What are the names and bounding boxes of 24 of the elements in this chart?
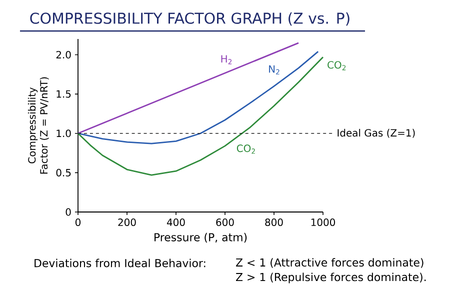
y-tick-label: 1.5 — [56, 90, 71, 98]
x-tick-label: 1000 — [311, 218, 336, 226]
y-tick-label: 1.0 — [56, 130, 71, 138]
y-axis-title: Compressibility Factor (Z = PV/nRT) — [28, 77, 49, 174]
series-label: CO$_{2}$ — [328, 61, 346, 70]
line-series — [77, 50, 319, 144]
chart-title: COMPRESSIBILITY FACTOR GRAPH (Z vs. P) — [30, 12, 350, 26]
y-tick-label: 0 — [66, 208, 71, 216]
x-tick-label: 0 — [75, 218, 81, 226]
x-tick-label: 600 — [216, 218, 234, 226]
y-tick-label: 2.0 — [56, 50, 71, 58]
x-tick-label: 200 — [118, 218, 136, 226]
series-label: H$_{2}$ — [221, 55, 232, 64]
text: Z > 1 (Repulsive forces dominate). — [236, 272, 426, 284]
series-label: N$_{2}$ — [269, 65, 280, 74]
x-tick-label: 800 — [265, 218, 283, 226]
x-tick-label: 400 — [166, 218, 185, 226]
x-axis-title: Pressure (P, atm) — [154, 232, 247, 243]
text: Z < 1 (Attractive forces dominate) — [236, 258, 424, 268]
line-series — [77, 56, 324, 176]
y-tick-label: 0.5 — [56, 168, 71, 176]
text: Deviations from Ideal Behavior: — [34, 258, 206, 268]
ref-line-label: Ideal Gas (Z=1) — [338, 128, 415, 138]
annotation: CO$_{2}$ — [236, 144, 255, 154]
